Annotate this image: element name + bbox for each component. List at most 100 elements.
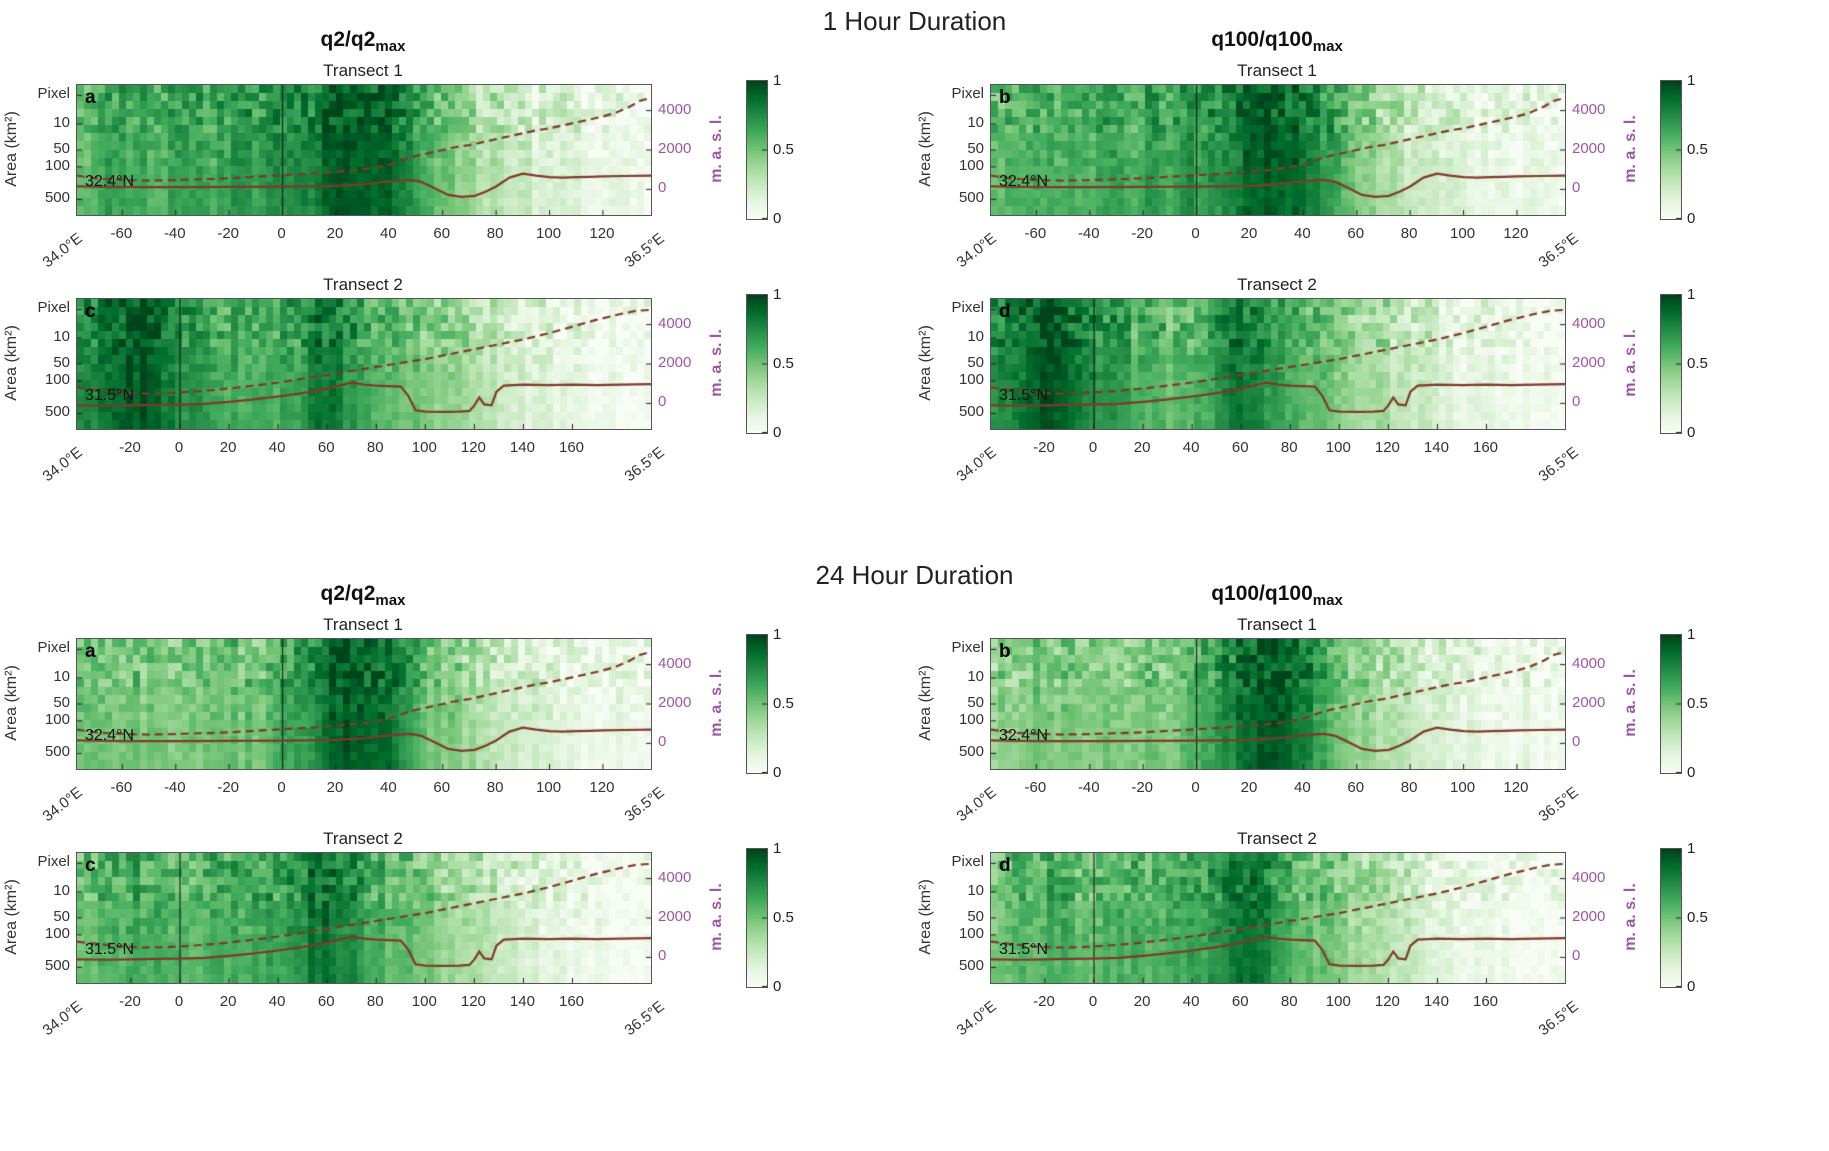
y-axis-title: Area (km²) <box>0 852 24 982</box>
x-tick-label: 120 <box>589 225 615 242</box>
heatmap-canvas <box>991 85 1565 215</box>
plot-row: Area (km²) Pixel 10 50 100 500 c 31.5°N 4000… <box>0 286 914 441</box>
x-tick-label: 20 <box>1240 225 1258 242</box>
x-tick-label: 60 <box>317 439 335 456</box>
panel-letter: c <box>85 855 96 876</box>
y-tick-label: Pixel <box>951 299 984 317</box>
x-tick-label: 20 <box>219 439 237 456</box>
panel-letter: b <box>999 641 1011 662</box>
heatmap-panel: Transect 1 Area (km²) Pixel 10 50 100 500 a … <box>0 614 914 826</box>
heatmap-plot: b 32.4°N <box>990 84 1566 216</box>
colorbar-tick-label: 0 <box>1687 210 1696 227</box>
plot-row: Area (km²) Pixel 10 50 100 500 a 32.4°N 4000… <box>0 626 914 781</box>
x-tick-label: -20 <box>1131 225 1154 242</box>
colorbar-tick-label: 1 <box>1687 72 1696 89</box>
duration-group: 24 Hour Duration q2/q2max q100/q100max T… <box>0 560 1829 1040</box>
plot-row: Area (km²) Pixel 10 50 100 500 d 31.5°N 4000… <box>914 286 1828 441</box>
x-tick-label: -40 <box>1077 225 1100 242</box>
elevation-axis-title: m. a. s. l. <box>1618 852 1644 982</box>
elevation-axis-title-text: m. a. s. l. <box>1622 329 1639 397</box>
heatmap-plot: c 31.5°N <box>76 852 652 984</box>
y-tick-label: Pixel <box>37 639 70 657</box>
elevation-axis-title: m. a. s. l. <box>704 84 730 214</box>
y-tick-label: 10 <box>967 328 984 345</box>
elevation-tick-label: 2000 <box>658 908 692 925</box>
figure: 1 Hour Duration q2/q2max q100/q100max Tr… <box>0 6 1829 1040</box>
duration-group: 1 Hour Duration q2/q2max q100/q100max Tr… <box>0 6 1829 486</box>
y-axis-title-text: Area (km²) <box>917 325 934 401</box>
x-tick-label: 40 <box>268 993 286 1010</box>
x-tick-label: 0 <box>1191 225 1200 242</box>
elevation-axis-ticks: 4000 2000 0 <box>652 638 704 768</box>
y-tick-label: 100 <box>958 370 984 388</box>
elevation-axis-ticks: 4000 2000 0 <box>652 852 704 982</box>
x-tick-label: 160 <box>1472 439 1499 456</box>
column-title-main: q2/q2 <box>320 582 376 605</box>
elevation-tick-label: 0 <box>1572 179 1581 197</box>
x-tick-label: 40 <box>268 439 286 456</box>
y-axis-title-text: Area (km²) <box>917 879 934 955</box>
x-tick-label: -60 <box>110 225 133 242</box>
x-tick-label: 40 <box>1182 439 1200 456</box>
y-tick-label: Pixel <box>37 853 70 871</box>
colorbar: 1 0.5 0 <box>746 72 794 227</box>
panel-title: Transect 1 <box>1237 615 1317 634</box>
panel-letter: b <box>999 87 1011 108</box>
elevation-axis-title: m. a. s. l. <box>704 638 730 768</box>
colorbar-tick-label: 0.5 <box>773 909 794 926</box>
x-tick-label: 100 <box>1325 439 1351 456</box>
colorbar: 1 0.5 0 <box>746 626 794 781</box>
y-tick-label: 50 <box>53 694 70 711</box>
y-axis-title-text: Area (km²) <box>917 665 934 741</box>
x-axis-start-label: 34.0°E <box>953 229 1000 272</box>
heatmap-canvas <box>77 853 651 983</box>
elevation-tick-label: 0 <box>658 947 667 965</box>
x-tick-label: 140 <box>509 993 535 1010</box>
panel-title: Transect 2 <box>1237 275 1317 294</box>
x-tick-label: 140 <box>1423 993 1449 1010</box>
heatmap-canvas <box>77 639 651 769</box>
x-axis: -60 -40 -20 0 20 40 60 80 100 120 34.0°E 36.5°E <box>954 220 1582 272</box>
y-axis-ticks: Pixel 10 50 100 500 <box>938 84 990 214</box>
colorbar-tick-label: 0.5 <box>773 355 794 372</box>
x-tick-label: 120 <box>589 779 615 796</box>
colorbar-tick-label: 0.5 <box>1687 355 1708 372</box>
heatmap-panel: Transect 1 Area (km²) Pixel 10 50 100 500 b … <box>914 614 1828 826</box>
y-tick-label: 50 <box>53 908 70 925</box>
elevation-tick-label: 2000 <box>658 140 692 157</box>
x-tick-label: 140 <box>509 439 535 456</box>
colorbar-tick-label: 0 <box>1687 764 1696 781</box>
group-body: Transect 1 Area (km²) Pixel 10 50 100 500 a … <box>0 614 1829 1040</box>
colorbar-canvas <box>1660 634 1682 774</box>
x-tick-label: 60 <box>317 993 335 1010</box>
latitude-label: 31.5°N <box>85 387 135 404</box>
y-axis-title-text: Area (km²) <box>917 111 934 187</box>
x-axis-end-label: 36.5°E <box>1535 229 1582 272</box>
x-tick-label: -40 <box>163 225 186 242</box>
panel-letter: a <box>85 87 96 108</box>
x-tick-label: -20 <box>1033 993 1055 1010</box>
elevation-tick-label: 2000 <box>1572 908 1606 925</box>
latitude-label: 32.4°N <box>85 727 135 744</box>
y-tick-label: 500 <box>44 189 70 207</box>
colorbar-tick-label: 0 <box>773 424 782 441</box>
group-header: 1 Hour Duration q2/q2max q100/q100max <box>0 6 1829 60</box>
elevation-tick-label: 0 <box>1572 947 1581 965</box>
y-tick-label: 500 <box>44 403 70 421</box>
x-tick-label: 40 <box>380 225 397 242</box>
y-axis-title-text: Area (km²) <box>3 665 20 741</box>
x-axis: -20 0 20 40 60 80 100 120 140 160 34.0°E 36.5°E <box>954 434 1582 486</box>
x-tick-label: 20 <box>326 779 344 796</box>
x-tick-label: 80 <box>486 225 504 242</box>
x-tick-label: -20 <box>119 439 141 456</box>
elevation-axis-ticks: 4000 2000 0 <box>1566 298 1618 428</box>
x-tick-label: 80 <box>366 993 384 1010</box>
elevation-axis-title: m. a. s. l. <box>1618 298 1644 428</box>
latitude-label: 32.4°N <box>999 727 1049 744</box>
x-tick-label: 160 <box>558 439 585 456</box>
y-axis-ticks: Pixel 10 50 100 500 <box>938 852 990 982</box>
column-title-main: q2/q2 <box>320 28 376 51</box>
x-tick-label: 20 <box>219 993 237 1010</box>
elevation-tick-label: 4000 <box>658 100 692 118</box>
panel-letter: d <box>999 301 1011 322</box>
